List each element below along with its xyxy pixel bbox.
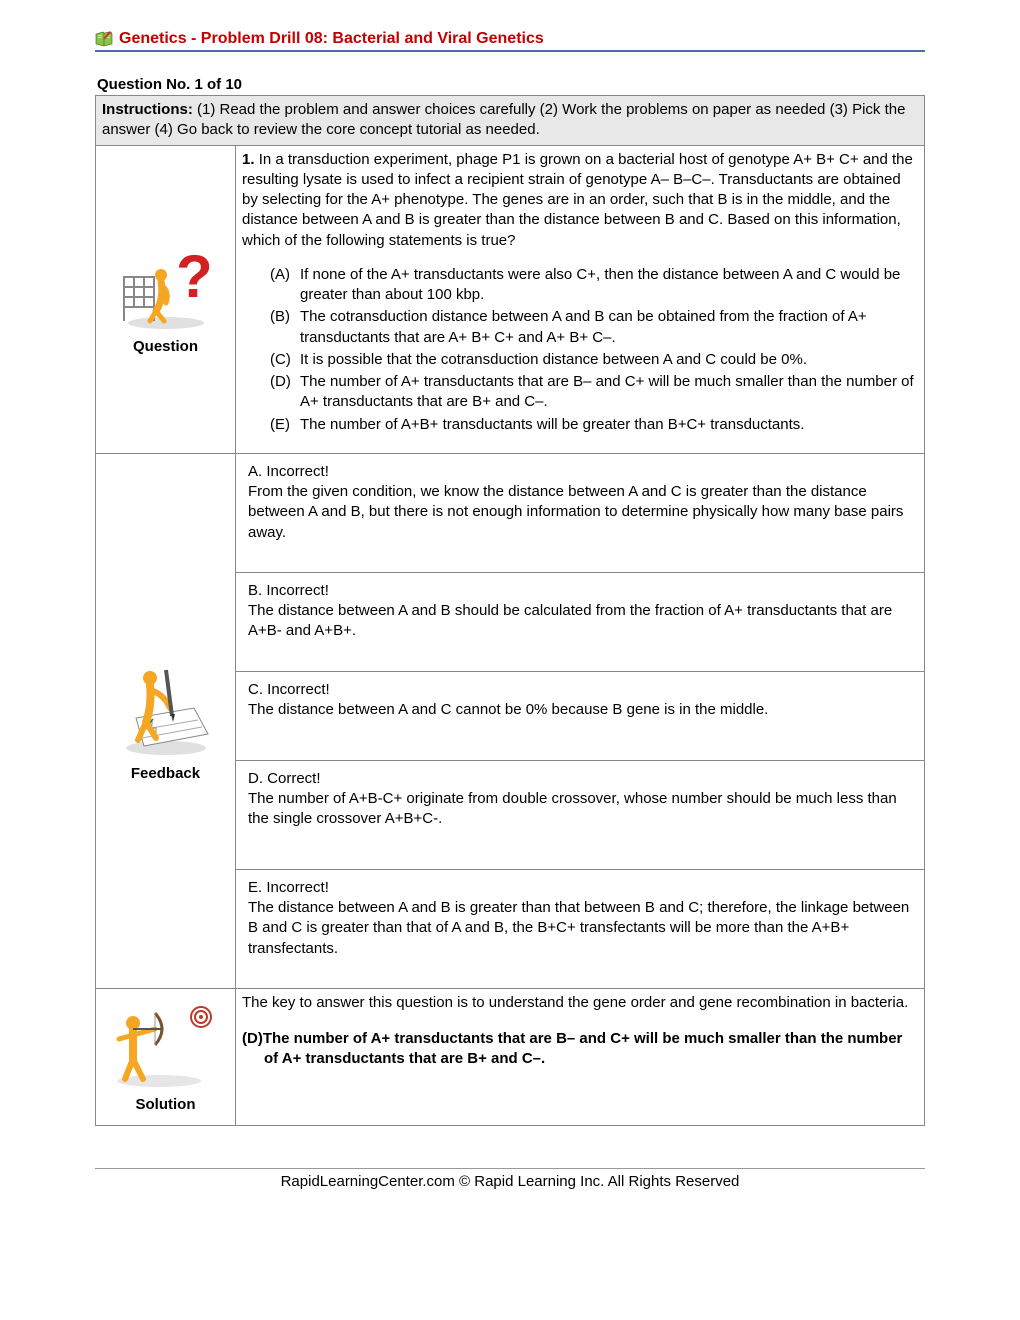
question-icon: ? [116,241,216,331]
question-body: 1. In a transduction experiment, phage P… [236,145,925,453]
title-rule [95,50,925,52]
page: Genetics - Problem Drill 08: Bacterial a… [0,0,1020,1210]
page-title: Genetics - Problem Drill 08: Bacterial a… [119,30,544,48]
choice-e: (E)The number of A+B+ transductants will… [270,415,918,435]
svg-text:?: ? [176,243,213,310]
feedback-icon [116,658,216,758]
solution-label: Solution [100,1095,231,1115]
feedback-e: E. Incorrect!The distance between A and … [236,869,925,988]
choice-b: (B)The cotransduction distance between A… [270,307,918,348]
main-table: Instructions: (1) Read the problem and a… [95,95,925,1126]
question-label: Question [100,337,231,357]
feedback-label: Feedback [100,764,231,784]
instructions-cell: Instructions: (1) Read the problem and a… [96,96,925,146]
question-num: 1. [242,151,255,168]
instructions-label: Instructions: [102,101,193,118]
question-number: Question No. 1 of 10 [97,76,925,93]
choices-list: (A)If none of the A+ transductants were … [242,265,918,435]
question-text: In a transduction experiment, phage P1 i… [242,151,913,249]
feedback-d: D. Correct!The number of A+B-C+ originat… [236,760,925,869]
instructions-text: (1) Read the problem and answer choices … [102,101,905,138]
title-row: Genetics - Problem Drill 08: Bacterial a… [95,30,925,48]
question-label-cell: ? Question [96,145,236,453]
question-prompt: 1. In a transduction experiment, phage P… [242,150,918,251]
feedback-a: A. Incorrect!From the given condition, w… [236,453,925,572]
footer: RapidLearningCenter.com © Rapid Learning… [95,1169,925,1190]
choice-c: (C)It is possible that the cotransductio… [270,350,918,370]
solution-icon [111,999,221,1089]
solution-label-cell: Solution [96,988,236,1125]
choice-a: (A)If none of the A+ transductants were … [270,265,918,306]
feedback-label-cell: Feedback [96,453,236,988]
feedback-c: C. Incorrect!The distance between A and … [236,671,925,760]
solution-body: The key to answer this question is to un… [236,988,925,1125]
solution-answer: (D)The number of A+ transductants that a… [242,1029,918,1070]
feedback-b: B. Incorrect!The distance between A and … [236,572,925,671]
solution-key: The key to answer this question is to un… [242,993,918,1013]
choice-d: (D)The number of A+ transductants that a… [270,372,918,413]
book-icon [95,31,113,47]
